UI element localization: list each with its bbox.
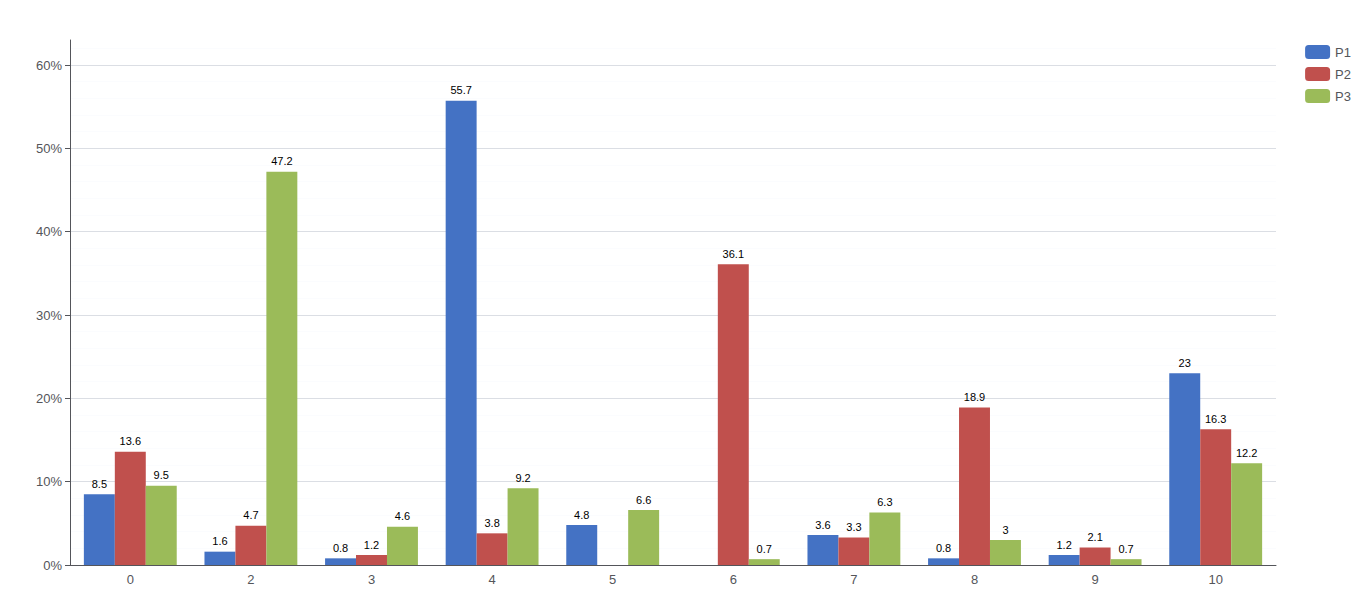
svg-text:P3: P3	[1335, 89, 1351, 104]
svg-text:13.6: 13.6	[120, 435, 141, 447]
svg-text:40%: 40%	[36, 224, 62, 239]
svg-text:0.7: 0.7	[757, 543, 772, 555]
svg-text:0%: 0%	[43, 558, 62, 573]
svg-text:8.5: 8.5	[92, 478, 107, 490]
svg-text:P2: P2	[1335, 67, 1351, 82]
svg-text:4.6: 4.6	[395, 510, 410, 522]
svg-text:3: 3	[368, 572, 375, 587]
svg-text:23: 23	[1179, 357, 1191, 369]
svg-text:2: 2	[247, 572, 254, 587]
svg-text:10: 10	[1208, 572, 1222, 587]
svg-text:9.2: 9.2	[515, 472, 530, 484]
svg-text:1.2: 1.2	[364, 539, 379, 551]
svg-text:3.6: 3.6	[815, 519, 830, 531]
svg-text:4: 4	[488, 572, 495, 587]
svg-text:0.8: 0.8	[936, 542, 951, 554]
svg-text:16.3: 16.3	[1205, 413, 1226, 425]
svg-text:6.6: 6.6	[636, 494, 651, 506]
svg-text:1.6: 1.6	[212, 535, 227, 547]
svg-text:1.2: 1.2	[1056, 539, 1071, 551]
svg-text:9: 9	[1091, 572, 1098, 587]
svg-text:30%: 30%	[36, 308, 62, 323]
svg-text:3.3: 3.3	[846, 521, 861, 533]
svg-text:55.7: 55.7	[450, 84, 471, 96]
svg-text:36.1: 36.1	[723, 248, 744, 260]
svg-text:50%: 50%	[36, 141, 62, 156]
svg-text:7: 7	[850, 572, 857, 587]
svg-text:0: 0	[127, 572, 134, 587]
svg-text:0.7: 0.7	[1118, 543, 1133, 555]
svg-text:3.8: 3.8	[484, 517, 499, 529]
svg-text:60%: 60%	[36, 58, 62, 73]
svg-text:5: 5	[609, 572, 616, 587]
svg-text:9.5: 9.5	[154, 469, 169, 481]
svg-text:8: 8	[971, 572, 978, 587]
svg-text:P1: P1	[1335, 45, 1351, 60]
svg-text:20%: 20%	[36, 391, 62, 406]
svg-text:6.3: 6.3	[877, 496, 892, 508]
svg-text:4.7: 4.7	[243, 509, 258, 521]
svg-text:12.2: 12.2	[1236, 447, 1257, 459]
svg-text:0.8: 0.8	[333, 542, 348, 554]
svg-text:6: 6	[730, 572, 737, 587]
svg-text:10%: 10%	[36, 474, 62, 489]
svg-text:47.2: 47.2	[271, 155, 292, 167]
svg-text:2.1: 2.1	[1087, 531, 1102, 543]
svg-text:18.9: 18.9	[964, 391, 985, 403]
svg-text:4.8: 4.8	[574, 509, 589, 521]
svg-text:3: 3	[1002, 524, 1008, 536]
